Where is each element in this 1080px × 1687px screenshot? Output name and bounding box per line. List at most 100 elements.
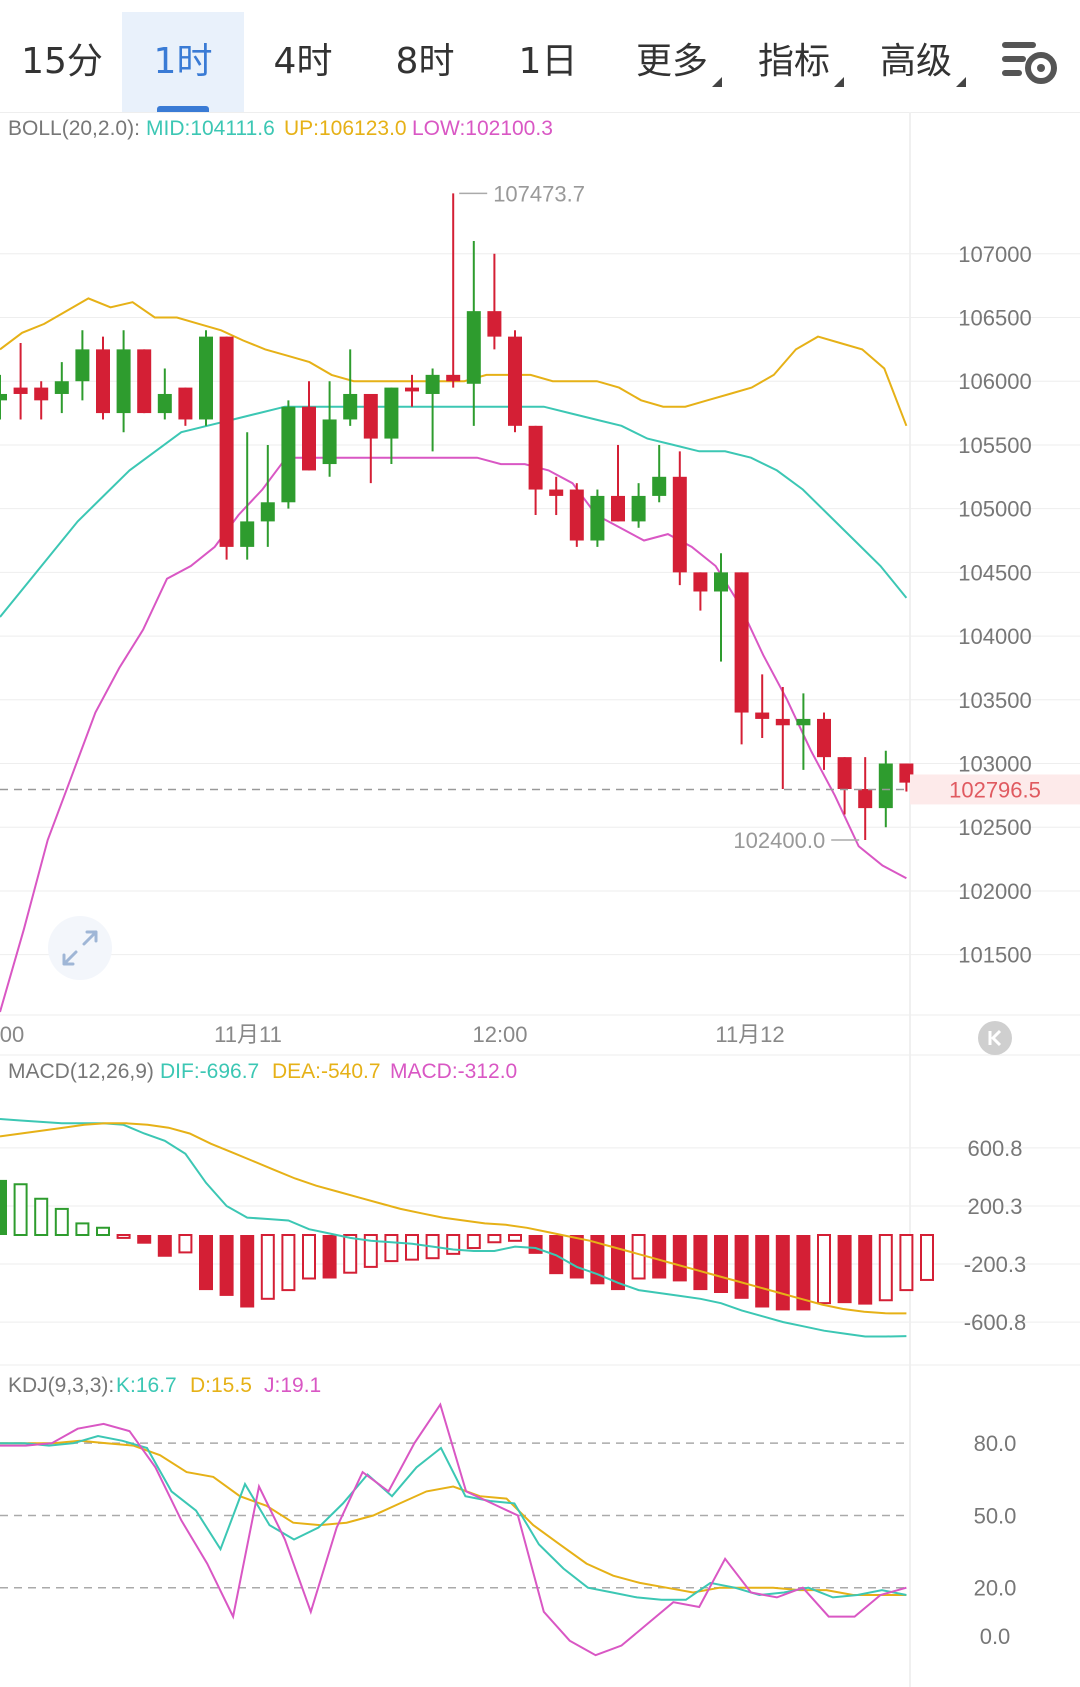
candle-body: [466, 311, 481, 384]
candle-body: [405, 387, 419, 392]
macd-histogram-bar: [260, 1234, 275, 1300]
active-tab-indicator: [157, 106, 209, 112]
y-tick-label: 105000: [958, 497, 1031, 522]
macd-histogram-bar: [817, 1234, 831, 1305]
macd-histogram-bar: [405, 1234, 419, 1261]
macd-histogram-bar: [34, 1197, 49, 1236]
candle-body: [672, 476, 687, 573]
candle-body: [775, 718, 790, 726]
tab-5[interactable]: 1日: [487, 12, 609, 112]
kdj-j-label: J:19.1: [264, 1374, 321, 1397]
candles-group: [0, 193, 914, 840]
macd-histogram-bar: [219, 1235, 234, 1296]
candle-body: [549, 489, 564, 496]
dropdown-caret-icon: [712, 77, 722, 87]
kdj-j-line: [0, 1402, 907, 1657]
candle-body: [569, 489, 584, 541]
macd-y-tick-label: -600.8: [964, 1310, 1026, 1335]
candle-body: [796, 718, 811, 726]
kdj-legend-name: KDJ(9,3,3):: [8, 1374, 114, 1397]
chart-settings-icon[interactable]: [1000, 36, 1058, 88]
candle-body: [487, 311, 502, 337]
macd-histogram-bar: [837, 1235, 852, 1304]
macd-dea-label: DEA:-540.7: [272, 1060, 381, 1083]
macd-histogram-bar: [157, 1235, 172, 1257]
macd-histogram-bar: [508, 1234, 522, 1242]
candle-body: [858, 789, 873, 809]
candle-body: [322, 419, 337, 465]
candle-body: [54, 381, 69, 394]
y-tick-label: 104000: [958, 624, 1031, 649]
candle-body: [116, 349, 131, 414]
macd-histogram-bar: [199, 1235, 213, 1291]
candle-body: [137, 349, 152, 414]
candle-body: [13, 387, 28, 394]
boll-up-label: UP:106123.0: [284, 117, 407, 140]
y-tick-label: 103000: [958, 752, 1031, 777]
macd-value-label: MACD:-312.0: [390, 1060, 517, 1083]
candle-body: [590, 495, 605, 541]
candle-body: [528, 425, 543, 490]
tab-label: 8时: [395, 41, 455, 82]
scroll-latest-button[interactable]: [978, 1021, 1012, 1055]
tab-3[interactable]: 4时: [242, 12, 364, 112]
candle-body: [714, 572, 728, 592]
candle-body: [631, 495, 646, 522]
macd-histogram-bar: [755, 1235, 770, 1308]
y-tick-label: 102500: [958, 815, 1031, 840]
macd-histogram-bar: [446, 1234, 461, 1255]
boll-legend-name: BOLL(20,2.0):: [8, 117, 140, 140]
y-tick-label: 101500: [958, 943, 1031, 968]
macd-histogram-bar: [384, 1234, 399, 1263]
macd-histogram-bar: [281, 1234, 296, 1292]
tab-6[interactable]: 更多: [618, 12, 740, 112]
macd-histogram-bar: [899, 1234, 914, 1292]
dropdown-caret-icon: [834, 77, 844, 87]
current-price-label: 102796.5: [949, 777, 1041, 802]
boll-lower-line: [0, 456, 907, 1013]
tab-label: 1日: [518, 41, 578, 82]
y-tick-label: 106000: [958, 369, 1031, 394]
y-tick-label: 102000: [958, 879, 1031, 904]
expand-arrows-icon: [48, 916, 112, 980]
candle-body: [34, 387, 49, 401]
x-axis-label: 12:00: [472, 1022, 527, 1047]
tab-7[interactable]: 指标: [740, 12, 862, 112]
x-axis-label: 11月11: [214, 1022, 282, 1047]
candle-body: [199, 336, 213, 420]
macd-histogram-bar: [652, 1235, 667, 1279]
kdj-d-line: [0, 1439, 907, 1596]
macd-histogram-bar: [96, 1226, 110, 1236]
kdj-y-tick-label: 80.0: [974, 1431, 1017, 1456]
macd-histogram-bar: [322, 1235, 337, 1279]
macd-dif-line: [0, 1118, 907, 1338]
tab-8[interactable]: 高级: [862, 12, 984, 112]
macd-histogram-bar: [466, 1234, 481, 1250]
candle-body: [837, 757, 852, 789]
macd-histogram-bar: [343, 1234, 358, 1274]
macd-histogram-bar: [137, 1235, 152, 1244]
kdj-y-tick-label: 0.0: [980, 1624, 1011, 1649]
candle-body: [611, 495, 625, 522]
tab-2[interactable]: 1时: [122, 12, 244, 112]
tab-4[interactable]: 8时: [364, 12, 486, 112]
macd-histogram-bar: [0, 1179, 7, 1235]
candle-body: [219, 336, 234, 547]
macd-histogram-bar: [54, 1207, 69, 1237]
candle-body: [75, 349, 90, 382]
kdj-d-label: D:15.5: [190, 1374, 252, 1397]
macd-histogram-bar: [302, 1234, 316, 1280]
boll-mid-line: [0, 405, 908, 618]
tab-1[interactable]: 15分: [10, 12, 114, 112]
macd-histogram-bar: [672, 1235, 687, 1282]
tab-label: 高级: [879, 41, 952, 82]
macd-histogram-bar: [13, 1183, 28, 1236]
x-axis-label: 11月12: [715, 1022, 784, 1047]
y-tick-label: 104500: [958, 560, 1031, 585]
candle-body: [240, 521, 255, 547]
kdj-k-line: [0, 1434, 907, 1601]
macd-histogram-bar: [528, 1235, 543, 1254]
candle-body: [652, 476, 667, 496]
candle-body: [157, 393, 172, 414]
